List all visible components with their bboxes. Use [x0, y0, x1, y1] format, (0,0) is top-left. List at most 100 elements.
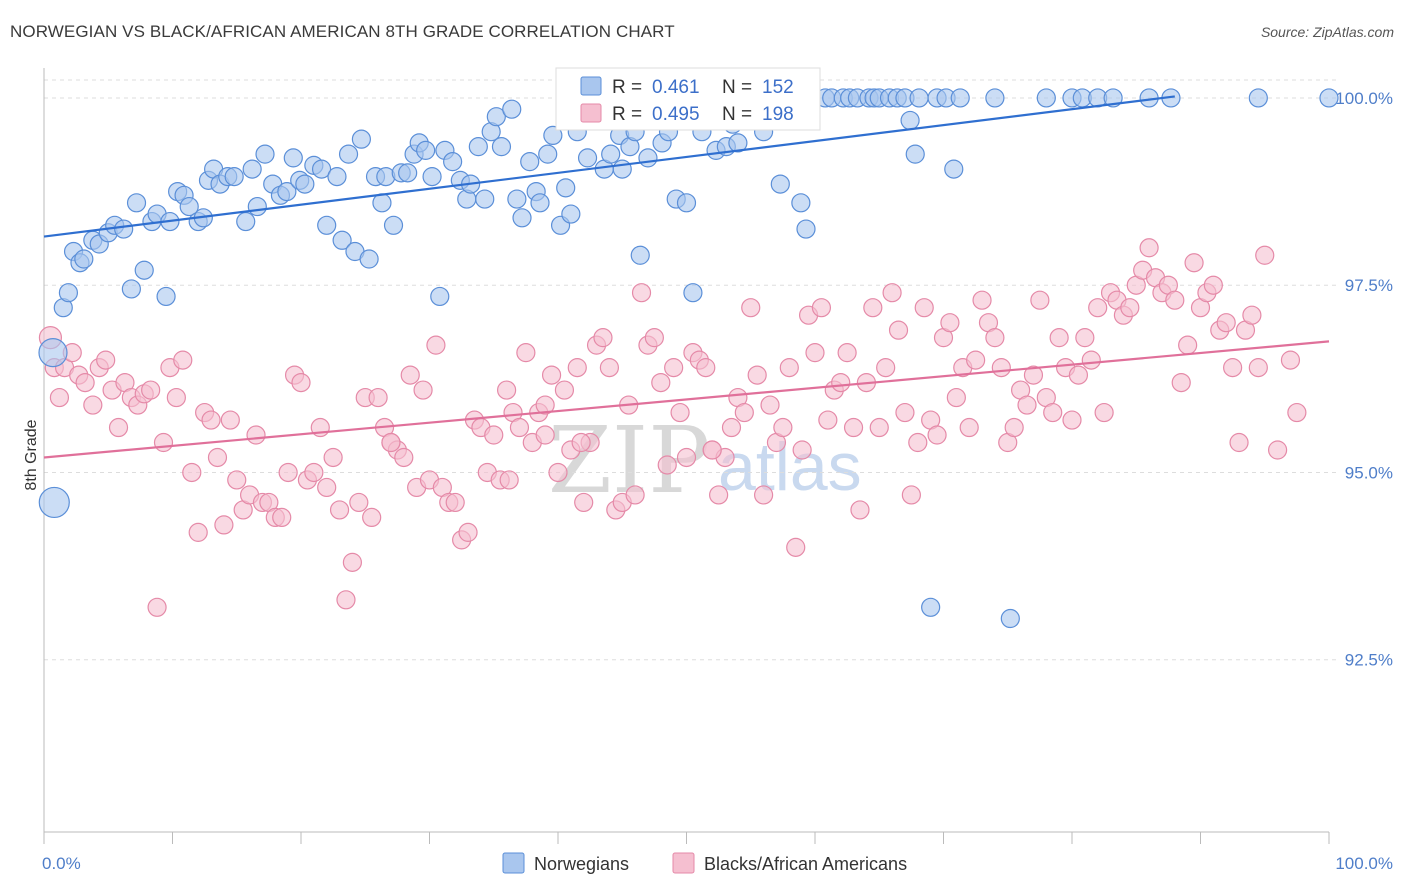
point-blacks-african-americans	[317, 477, 337, 498]
point-blacks-african-americans	[927, 425, 947, 445]
point-norwegians	[58, 283, 79, 303]
point-blacks-african-americans	[1139, 238, 1159, 258]
point-blacks-african-americans	[1223, 358, 1243, 378]
point-blacks-african-americans	[741, 298, 761, 318]
point-blacks-african-americans	[1062, 410, 1082, 430]
legend-r-value-norwegians: 0.461	[652, 77, 700, 98]
point-blacks-african-americans	[484, 425, 504, 445]
point-blacks-african-americans	[535, 395, 555, 415]
point-blacks-african-americans	[1203, 275, 1223, 295]
point-blacks-african-americans	[1216, 313, 1236, 333]
point-blacks-african-americans	[342, 552, 362, 572]
point-norwegians	[121, 279, 141, 299]
point-blacks-african-americans	[1017, 395, 1037, 415]
source-label: Source: ZipAtlas.com	[1260, 24, 1394, 40]
point-norwegians	[468, 137, 488, 157]
point-norwegians	[359, 249, 379, 269]
point-blacks-african-americans	[831, 372, 851, 393]
point-blacks-african-americans	[1229, 432, 1249, 453]
series-blacks-african-americans	[38, 238, 1307, 617]
point-blacks-african-americans	[278, 462, 298, 483]
point-blacks-african-americans	[182, 462, 202, 483]
point-norwegians	[416, 140, 436, 160]
point-blacks-african-americans	[426, 335, 446, 355]
point-blacks-african-americans	[291, 372, 311, 393]
point-blacks-african-americans	[75, 372, 95, 393]
point-blacks-african-americans	[1287, 402, 1307, 423]
point-blacks-african-americans	[220, 410, 240, 430]
point-blacks-african-americans	[670, 402, 690, 423]
point-blacks-african-americans	[336, 590, 356, 610]
point-norwegians	[383, 215, 404, 235]
point-blacks-african-americans	[445, 492, 465, 513]
point-blacks-african-americans	[1255, 245, 1275, 265]
point-blacks-african-americans	[599, 358, 620, 378]
point-blacks-african-americans	[497, 380, 517, 400]
point-blacks-african-americans	[272, 507, 292, 528]
point-blacks-african-americans	[1242, 305, 1262, 325]
bottom-legend-swatch-norwegians	[502, 852, 525, 874]
point-blacks-african-americans	[644, 328, 664, 348]
point-norwegians	[577, 148, 598, 168]
point-norwegians	[277, 181, 297, 202]
point-blacks-african-americans	[1280, 350, 1301, 370]
point-blacks-african-americans	[304, 462, 324, 483]
point-blacks-african-americans	[1030, 290, 1050, 310]
point-norwegians	[74, 249, 94, 269]
point-norwegians	[905, 144, 925, 164]
point-blacks-african-americans	[227, 470, 247, 490]
bottom-legend-swatch-blacks	[672, 852, 695, 874]
point-blacks-african-americans	[246, 425, 266, 445]
point-blacks-african-americans	[1267, 440, 1288, 460]
point-blacks-african-americans	[173, 350, 193, 370]
point-blacks-african-americans	[882, 283, 902, 303]
legend-n-label-norwegians: N =	[722, 77, 752, 98]
point-norwegians	[236, 211, 256, 232]
point-blacks-african-americans	[676, 447, 697, 468]
point-norwegians	[921, 597, 941, 617]
point-blacks-african-americans	[869, 417, 889, 438]
point-norwegians	[443, 152, 463, 172]
point-norwegians	[543, 125, 563, 146]
point-blacks-african-americans	[567, 358, 587, 378]
point-blacks-african-americans	[888, 320, 909, 340]
point-norwegians	[1036, 88, 1056, 108]
point-blacks-african-americans	[811, 298, 832, 318]
point-blacks-african-americans	[747, 365, 767, 385]
point-blacks-african-americans	[571, 432, 591, 453]
trend-line-norwegians	[43, 95, 1175, 238]
point-blacks-african-americans	[323, 447, 343, 468]
point-blacks-african-americans	[541, 365, 562, 385]
point-norwegians	[770, 174, 790, 194]
point-blacks-african-americans	[329, 500, 350, 520]
point-norwegians	[556, 178, 576, 198]
point-blacks-african-americans	[709, 485, 729, 505]
legend-n-value-norwegians: 152	[762, 77, 794, 98]
point-norwegians	[242, 159, 262, 179]
point-blacks-african-americans	[657, 455, 677, 475]
point-blacks-african-americans	[959, 417, 979, 438]
point-blacks-african-americans	[207, 447, 228, 468]
point-norwegians	[791, 193, 811, 213]
y-tick-label: 92.5%	[1345, 651, 1393, 670]
point-blacks-african-americans	[214, 515, 234, 535]
series-legend: Norwegians Blacks/African Americans	[502, 852, 907, 874]
point-norwegians	[422, 167, 442, 187]
point-norwegians	[638, 148, 658, 168]
point-blacks-african-americans	[368, 387, 388, 408]
point-norwegians	[351, 129, 371, 149]
point-blacks-african-americans	[863, 298, 883, 318]
point-blacks-african-americans	[991, 358, 1011, 378]
point-norwegians	[728, 133, 748, 153]
point-norwegians	[430, 286, 450, 307]
point-norwegians	[950, 88, 970, 108]
legend-r-label-blacks: R =	[612, 104, 642, 125]
point-blacks-african-americans	[985, 328, 1005, 348]
y-axis-label: 8th Grade	[23, 419, 40, 490]
point-norwegians	[332, 230, 352, 250]
point-blacks-african-americans	[413, 380, 433, 400]
point-norwegians	[475, 189, 495, 209]
point-blacks-african-americans	[1068, 365, 1089, 385]
trend-line-blacks-african-americans	[43, 340, 1330, 459]
